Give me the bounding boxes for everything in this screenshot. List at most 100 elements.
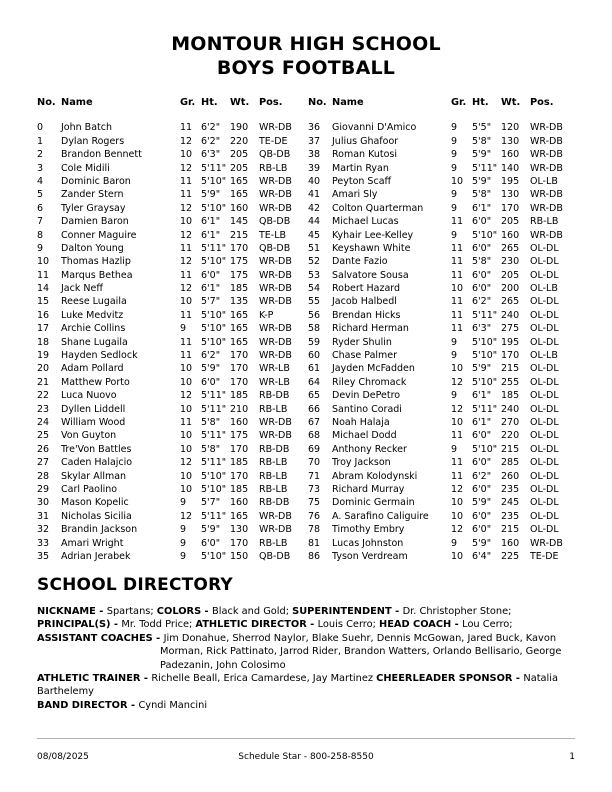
roster-cell-ht: 5'8" [201,443,221,455]
roster-cell-no: 18 [37,336,50,348]
roster-cell-no: 33 [37,537,50,549]
roster-cell-name: A. Sarafino Caliguire [332,510,429,522]
roster-cell-pos: WR-DB [259,336,292,348]
directory-value: Dr. Christopher Stone; [402,606,512,617]
roster-cell-ht: 5'11" [472,162,498,174]
roster-cell-no: 61 [308,363,321,375]
roster-cell-name: John Batch [61,122,112,134]
roster-row: 58 Richard Herman 11 6'3" 275 OL-DL [308,322,565,335]
roster-row: 8 Conner Maguire 12 6'1" 215 TE-LB [37,229,294,242]
roster-cell-name: Amari Wright [61,537,124,549]
roster-cell-pos: WR-LB [259,363,290,375]
footer-page-number: 1 [569,752,575,762]
roster-cell-no: 40 [308,175,321,187]
roster-cell-name: Mason Kopelic [61,497,129,509]
roster-cell-ht: 6'0" [472,242,492,254]
roster-cell-name: Dalton Young [61,242,124,254]
roster-cell-name: Adrian Jerabek [61,550,131,562]
roster-row: 65 Devin DePetro 9 6'1" 185 OL-DL [308,389,565,402]
roster-cell-pos: OL-DL [530,323,559,335]
roster-cell-ht: 5'10" [201,336,227,348]
roster-row: 53 Salvatore Sousa 11 6'0" 205 OL-DL [308,269,565,282]
roster-cell-ht: 6'0" [472,510,492,522]
roster-cell-pos: TE-DE [530,550,559,562]
roster-cell-name: Nicholas Sicilia [61,510,132,522]
roster-cell-wt: 185 [230,283,249,295]
roster-cell-no: 28 [37,470,50,482]
roster-cell-name: Brandin Jackson [61,524,138,536]
roster-cell-pos: OL-DL [530,296,559,308]
roster-cell-gr: 11 [451,256,464,268]
roster-cell-name: Tyson Verdream [332,550,408,562]
roster-cell-name: Tyler Graysay [61,202,126,214]
roster-row: 66 Santino Coradi 12 5'11" 240 OL-DL [308,403,565,416]
roster-cell-ht: 5'7" [201,296,221,308]
roster-cell-gr: 9 [451,229,458,241]
roster-cell-gr: 9 [451,149,458,161]
roster-cell-wt: 170 [230,376,249,388]
roster-cell-name: Caden Halajcio [61,457,133,469]
roster-cell-no: 10 [37,256,50,268]
roster-cell-ht: 5'9" [472,149,492,161]
roster-header-gr: Gr. [451,97,467,108]
roster-cell-name: Colton Quarterman [332,202,424,214]
roster-cell-no: 11 [37,269,50,281]
directory-entry: ATHLETIC TRAINER - Richelle Beall, Erica… [37,672,576,699]
roster-cell-no: 38 [308,149,321,161]
roster-cell-pos: OL-DL [530,416,559,428]
roster-cell-pos: WR-DB [259,189,292,201]
directory-label: NICKNAME - [37,606,107,617]
roster-cell-ht: 5'10" [201,309,227,321]
roster-cell-wt: 285 [501,457,520,469]
roster-row: 78 Timothy Embry 12 6'0" 215 OL-DL [308,523,565,536]
roster-header-pos: Pos. [530,97,554,108]
roster-cell-ht: 5'5" [472,122,492,134]
roster-cell-no: 4 [37,175,44,187]
directory-value: Louis Cerro; [317,619,380,631]
roster-cell-ht: 5'11" [201,242,227,254]
roster-cell-ht: 6'0" [472,483,492,495]
roster-cell-wt: 175 [230,430,249,442]
roster-cell-wt: 130 [501,189,520,201]
roster-cell-pos: WR-DB [530,202,563,214]
footer-divider [37,738,575,739]
roster-cell-wt: 170 [230,363,249,375]
roster-cell-name: Tre'Von Battles [61,443,132,455]
roster-cell-gr: 11 [451,309,464,321]
roster-cell-name: Luca Nuovo [61,390,117,402]
roster-cell-pos: WR-DB [530,135,563,147]
roster-cell-pos: RB-DB [259,497,290,509]
roster-cell-name: Lucas Johnston [332,537,404,549]
roster-cell-name: Archie Collins [61,323,126,335]
roster-cell-no: 39 [308,162,321,174]
roster-cell-name: Shane Lugaila [61,336,128,348]
roster-cell-ht: 5'10" [472,376,498,388]
roster-header-gr: Gr. [180,97,196,108]
roster-cell-no: 2 [37,149,44,161]
roster-cell-no: 6 [37,202,44,214]
roster-cell-name: Noah Halaja [332,416,390,428]
directory-value: Cyndi Mancini [138,699,208,711]
roster-cell-name: Salvatore Sousa [332,269,409,281]
roster-cell-wt: 160 [230,497,249,509]
roster-cell-ht: 6'2" [201,122,221,134]
roster-cell-pos: OL-LB [530,350,558,362]
roster-cell-wt: 215 [230,229,249,241]
roster-cell-wt: 185 [230,390,249,402]
directory-label: BAND DIRECTOR - [37,699,139,711]
roster-cell-ht: 5'10" [472,229,498,241]
roster-cell-wt: 190 [230,122,249,134]
roster-cell-ht: 6'0" [472,457,492,469]
roster-cell-pos: WR-DB [259,350,292,362]
roster-cell-no: 24 [37,416,50,428]
roster-cell-pos: WR-DB [530,162,563,174]
roster-cell-ht: 5'9" [472,537,492,549]
roster-cell-name: Hayden Sedlock [61,350,138,362]
roster-cell-wt: 165 [230,323,249,335]
roster-cell-pos: WR-DB [259,283,292,295]
roster-cell-ht: 5'10" [472,336,498,348]
roster-cell-gr: 9 [180,524,187,536]
roster-cell-ht: 5'8" [472,189,492,201]
roster-cell-pos: QB-DB [259,216,291,228]
roster-cell-gr: 9 [451,122,458,134]
